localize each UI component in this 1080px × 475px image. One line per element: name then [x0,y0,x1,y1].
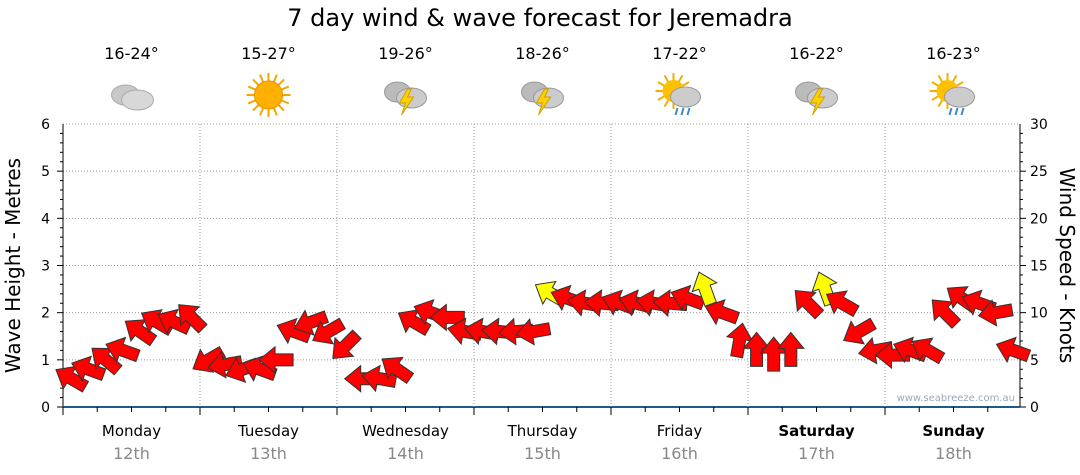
wind-arrow [742,331,771,367]
y2-axis-label: Wind Speed - Knots [1055,168,1079,364]
y-tick-label: 4 [41,211,50,227]
day-date: 13th [250,444,287,463]
lightning-icon [535,88,552,116]
day-temperature: 19-26° [378,44,433,63]
day-name: Wednesday [362,422,449,440]
weather-sun-shower-icon [929,73,975,116]
rain-drop-icon [954,107,959,116]
weather-cloudy-icon [111,84,154,111]
lightning-icon [809,88,826,116]
day-temperature: 16-23° [926,44,981,63]
day-temperature: 15-27° [241,44,296,63]
day-date: 14th [387,444,424,463]
cloud-icon [944,86,975,108]
day-date: 18th [935,444,972,463]
wind-arrow [124,319,158,347]
wind-arrow [843,317,877,345]
day-name: Thursday [507,422,578,440]
wind-arrow [312,317,346,345]
rain-drop-icon [948,107,953,116]
wind-arrow [691,271,718,307]
weather-storm-icon [521,81,564,116]
y2-tick-label: 25 [1030,164,1048,180]
day-temperature: 16-22° [789,44,844,63]
wind-arrow [91,347,123,376]
watermark: www.seabreeze.com.au [897,393,1015,404]
wind-arrow [704,298,741,326]
day-temperature: 16-24° [104,44,159,63]
day-date: 12th [113,444,150,463]
wind-arrow [911,337,946,365]
wind-arrow [857,336,894,365]
wind-arrow [361,364,398,393]
day-date: 15th [524,444,561,463]
wind-arrow [931,299,962,329]
wind-arrow [293,309,330,336]
weather-sunny-icon [246,73,291,117]
y2-tick-label: 20 [1030,211,1048,227]
rain-drop-icon [680,107,685,116]
wind-arrow [794,289,825,320]
cloud-icon [670,86,701,108]
day-name: Saturday [778,422,855,440]
weather-storm-icon [795,81,838,116]
cloud-icon [121,89,154,111]
y-tick-label: 1 [41,353,50,369]
wind-arrow [258,345,294,374]
wind-arrow [776,331,805,367]
day-name: Friday [657,422,703,440]
wind-arrow [332,329,362,359]
wind-arrow [105,336,141,364]
y-tick-label: 3 [41,259,50,275]
rain-drop-icon [686,107,691,116]
y-tick-label: 0 [41,400,50,416]
wind-arrow [55,365,90,393]
y-tick-label: 2 [41,306,50,322]
rain-drop-icon [960,107,965,116]
y-tick-label: 5 [41,164,50,180]
wind-arrow [977,299,1014,327]
wind-arrow [71,355,107,382]
wind-arrow [995,336,1032,364]
y2-tick-label: 10 [1030,306,1048,322]
wind-arrow [725,322,754,359]
day-date: 16th [661,444,698,463]
y2-tick-label: 30 [1030,117,1048,133]
weather-sun-shower-icon [655,73,701,116]
day-temperature: 18-26° [515,44,570,63]
day-date: 17th [798,444,835,463]
y2-tick-label: 5 [1030,353,1039,369]
chart-title: 7 day wind & wave forecast for Jeremadra [287,4,793,32]
wind-arrow [825,290,860,318]
lightning-icon [398,88,415,116]
sun-icon [254,80,283,110]
wind-arrow [381,356,415,385]
y-tick-label: 6 [41,117,50,133]
wind-arrow [178,304,208,334]
day-name: Sunday [922,422,985,440]
y-axis-label: Wave Height - Metres [1,158,25,373]
weather-storm-icon [384,81,427,116]
y2-tick-label: 0 [1030,400,1039,416]
day-temperature: 17-22° [652,44,707,63]
day-name: Tuesday [237,422,299,440]
wind-arrow [429,303,465,332]
wind-arrow [207,350,244,379]
rain-drop-icon [674,107,679,116]
y2-tick-label: 15 [1030,259,1048,275]
wind-arrow [515,317,552,346]
day-name: Monday [102,422,161,440]
wind-arrow [397,309,432,336]
